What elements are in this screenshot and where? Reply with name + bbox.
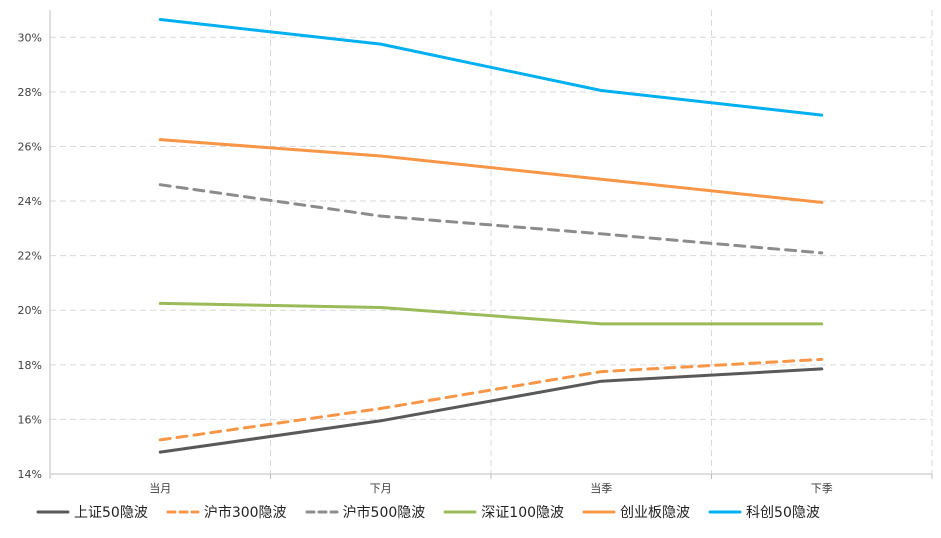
y-tick-label: 14% (18, 468, 42, 481)
series-line-3 (158, 301, 824, 326)
x-tick-label: 下月 (370, 482, 392, 495)
legend-label: 上证50隐波 (74, 505, 148, 521)
series-line-2 (158, 183, 824, 255)
y-tick-label: 16% (18, 413, 42, 426)
series-line-0 (158, 367, 824, 454)
y-tick-label: 18% (18, 359, 42, 372)
legend-swatch (708, 510, 742, 514)
legend-swatch (582, 510, 616, 514)
legend: 上证50隐波 沪市300隐波 沪市500隐波 深证100隐波 创业板隐波 科创50隐波 (36, 502, 838, 522)
legend-label: 科创50隐波 (746, 505, 820, 521)
y-tick-label: 28% (18, 86, 42, 99)
y-tick-label: 30% (18, 31, 42, 44)
legend-item: 科创50隐波 (708, 502, 820, 522)
legend-label: 沪市500隐波 (342, 505, 426, 521)
x-tick-label: 当月 (149, 481, 171, 495)
x-tick-label: 当季 (590, 481, 612, 495)
legend-item: 沪市300隐波 (166, 502, 287, 522)
legend-swatch (443, 510, 477, 514)
legend-label: 创业板隐波 (620, 505, 691, 521)
y-tick-label: 24% (18, 195, 42, 208)
legend-swatch (305, 510, 339, 514)
legend-item: 创业板隐波 (582, 502, 690, 522)
series-line-5 (158, 18, 824, 117)
y-tick-label: 26% (18, 140, 42, 153)
legend-label: 沪市300隐波 (203, 505, 287, 521)
legend-label: 深证100隐波 (481, 505, 565, 521)
legend-swatch (166, 510, 200, 514)
legend-item: 沪市500隐波 (305, 502, 426, 522)
y-tick-label: 22% (18, 250, 42, 263)
legend-item: 深证100隐波 (443, 502, 564, 522)
series-line-1 (158, 357, 824, 442)
legend-swatch (36, 510, 70, 514)
y-tick-label: 20% (18, 304, 42, 317)
series-line-4 (158, 138, 824, 204)
legend-item: 上证50隐波 (36, 502, 148, 522)
x-tick-label: 下季 (811, 482, 833, 495)
